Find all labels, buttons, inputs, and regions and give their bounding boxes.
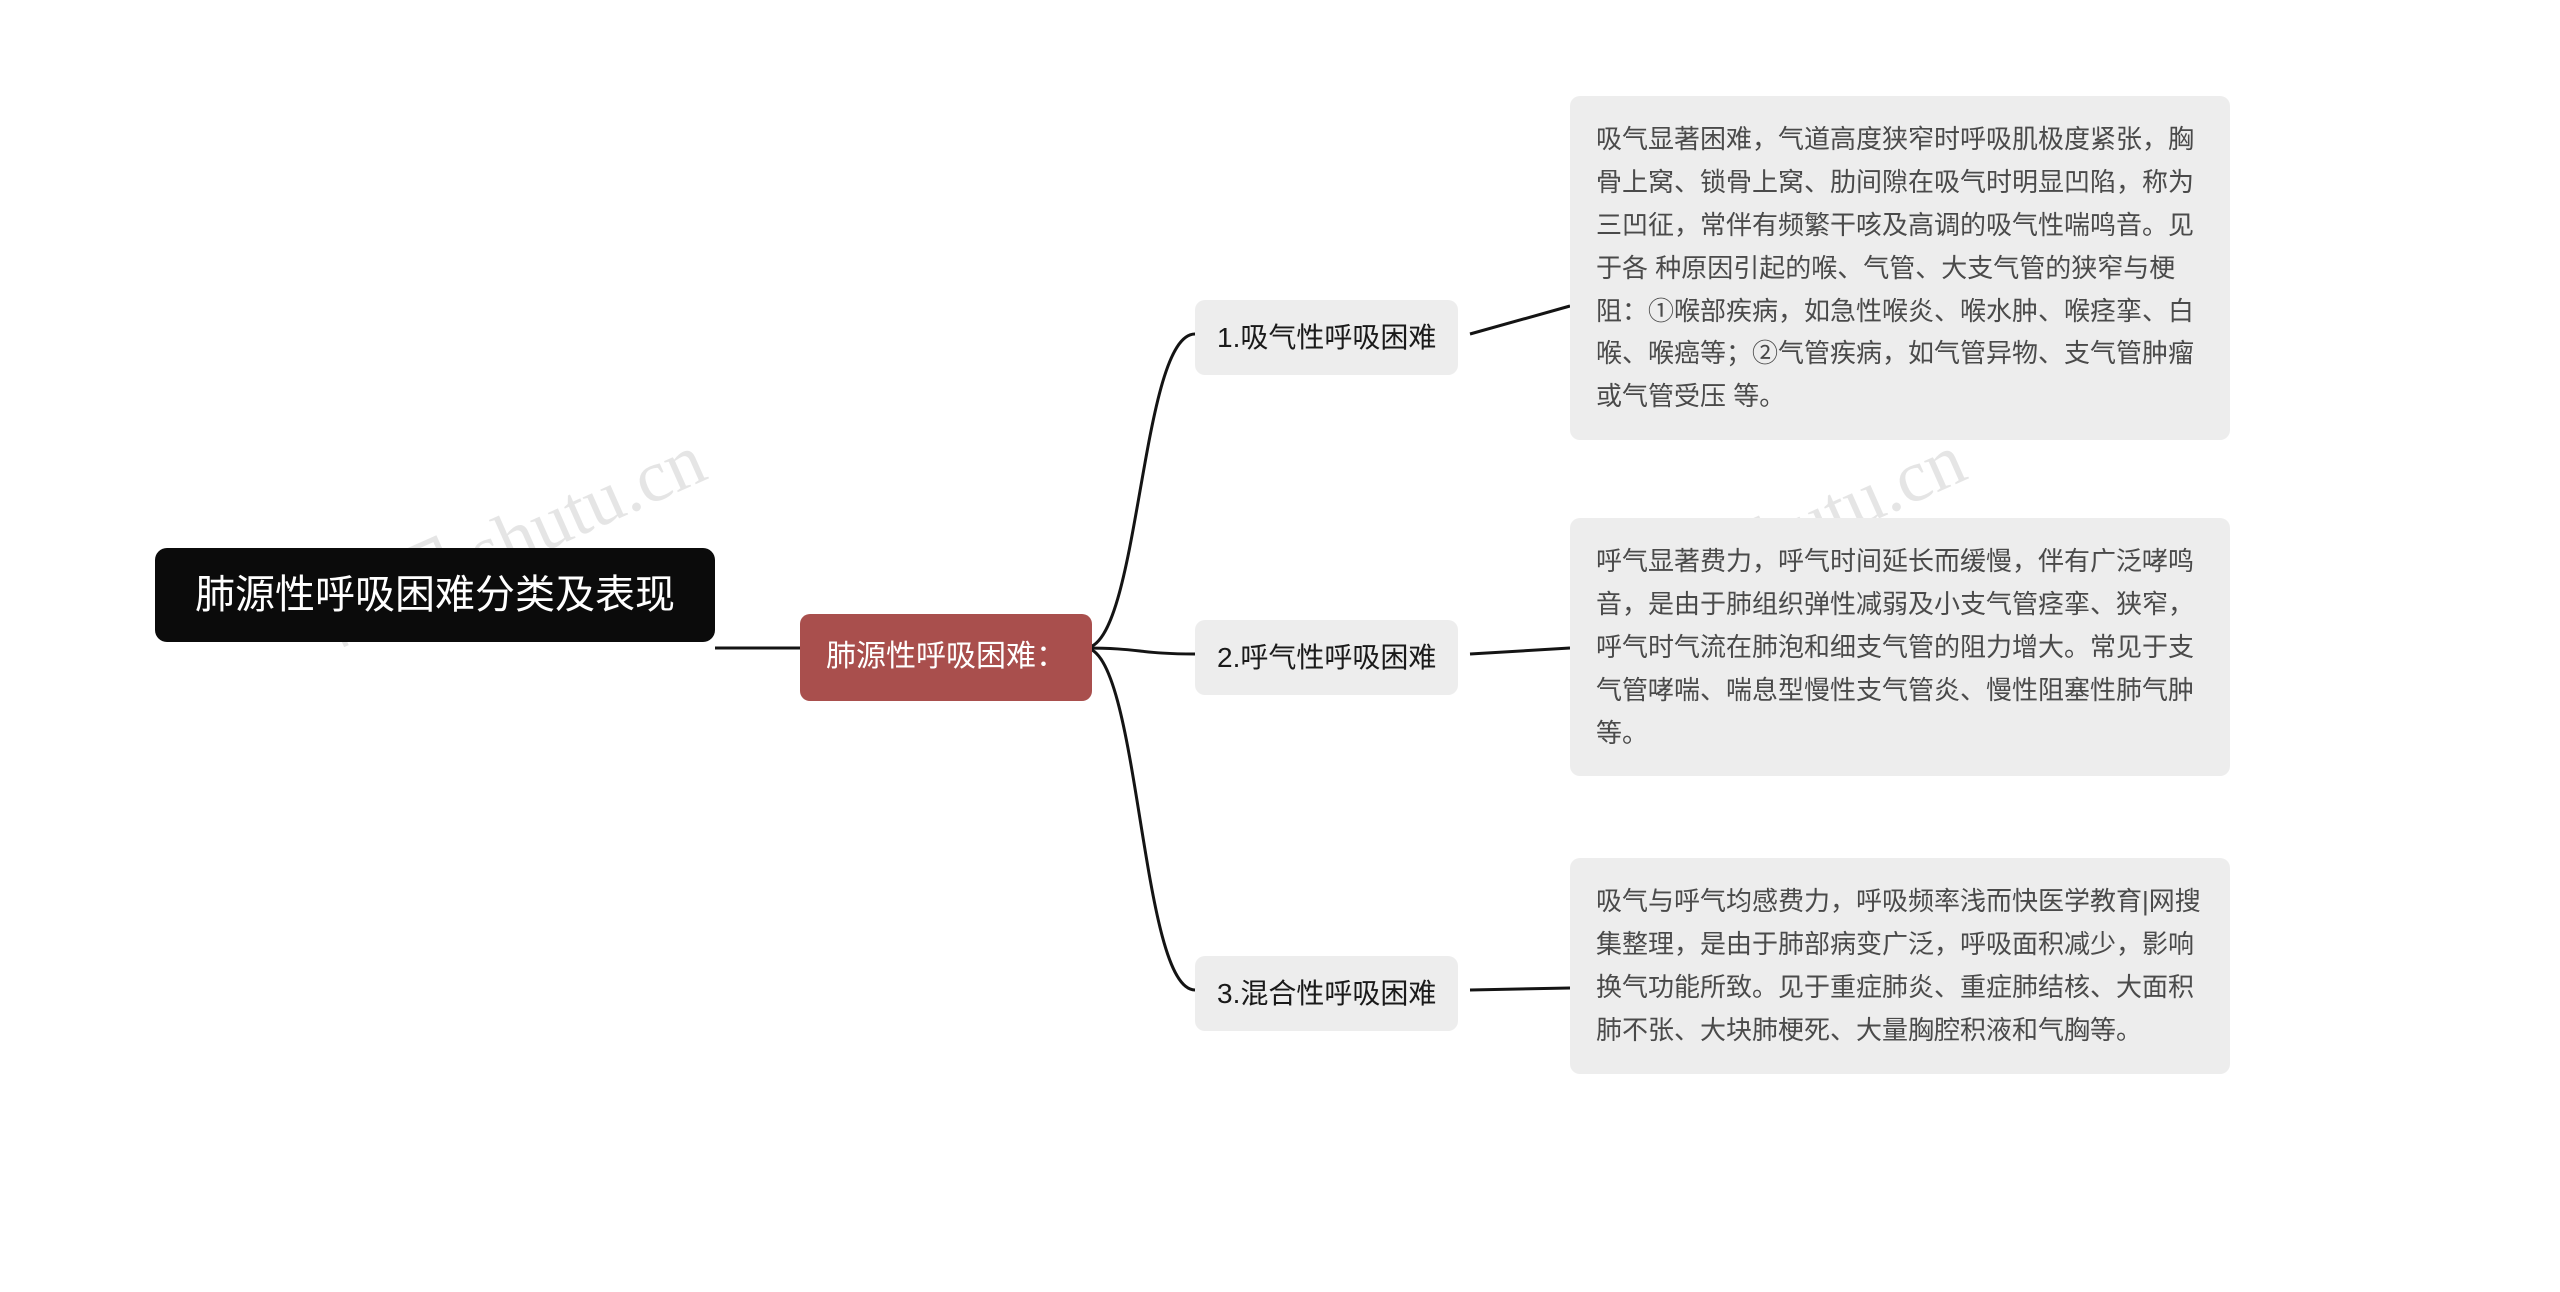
leaf-text-2: 呼气显著费力，呼气时间延长而缓慢，伴有广泛哮鸣音，是由于肺组织弹性减弱及小支气管… [1596,540,2204,754]
leaf-node-2: 呼气显著费力，呼气时间延长而缓慢，伴有广泛哮鸣音，是由于肺组织弹性减弱及小支气管… [1570,518,2230,776]
leaf-node-1: 吸气显著困难，气道高度狭窄时呼吸肌极度紧张，胸骨上窝、锁骨上窝、肋间隙在吸气时明… [1570,96,2230,440]
branch-label-3: 3.混合性呼吸困难 [1217,972,1436,1015]
branch-node-2: 2.呼气性呼吸困难 [1195,620,1458,695]
root-text: 肺源性呼吸困难分类及表现 [195,564,675,626]
leaf-text-1: 吸气显著困难，气道高度狭窄时呼吸肌极度紧张，胸骨上窝、锁骨上窝、肋间隙在吸气时明… [1596,118,2204,418]
root-node: 肺源性呼吸困难分类及表现 [155,548,715,642]
branch-label-1: 1.吸气性呼吸困难 [1217,316,1436,359]
branch-label-2: 2.呼气性呼吸困难 [1217,636,1436,679]
leaf-node-3: 吸气与呼气均感费力，呼吸频率浅而快医学教育|网搜集整理，是由于肺部病变广泛，呼吸… [1570,858,2230,1074]
branch-node-1: 1.吸气性呼吸困难 [1195,300,1458,375]
hub-text: 肺源性呼吸困难： [826,634,1066,681]
hub-node: 肺源性呼吸困难： [800,614,1092,701]
leaf-text-3: 吸气与呼气均感费力，呼吸频率浅而快医学教育|网搜集整理，是由于肺部病变广泛，呼吸… [1596,880,2204,1052]
branch-node-3: 3.混合性呼吸困难 [1195,956,1458,1031]
